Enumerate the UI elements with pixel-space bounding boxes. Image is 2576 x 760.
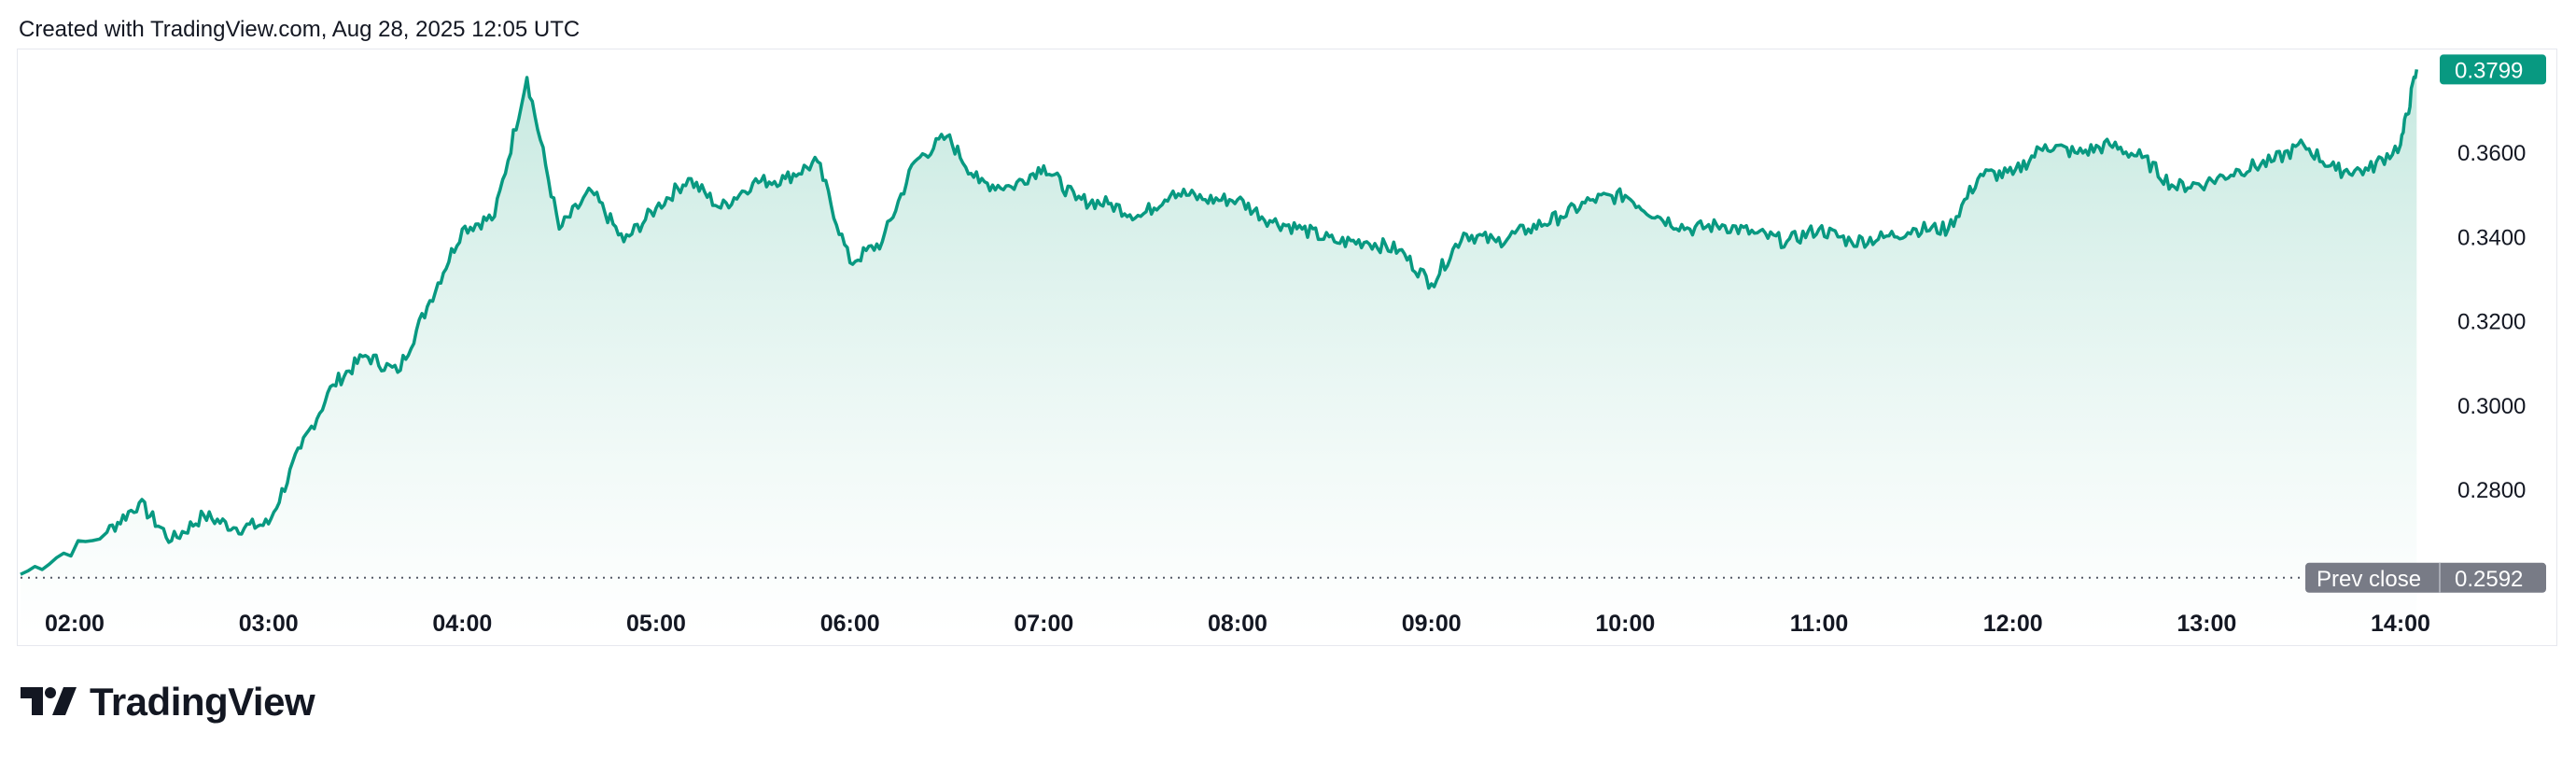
x-tick-label: 07:00 <box>1014 611 1073 637</box>
x-tick-label: 12:00 <box>1983 611 2043 637</box>
price-area-fill <box>21 69 2417 635</box>
tradingview-wordmark: TradingView <box>90 680 315 724</box>
x-tick-label: 02:00 <box>45 611 105 637</box>
x-tick-label: 05:00 <box>626 611 686 637</box>
x-tick-label: 11:00 <box>1790 611 1849 637</box>
chart-caption: Created with TradingView.com, Aug 28, 20… <box>19 17 581 42</box>
y-tick-label: 0.3600 <box>2457 141 2526 166</box>
y-tick-label: 0.3000 <box>2457 394 2526 419</box>
chart-frame <box>17 49 2557 646</box>
y-axis-labels: 0.2800 0.3000 0.3200 0.3400 0.3600 <box>2457 141 2526 503</box>
y-tick-label: 0.3200 <box>2457 310 2526 335</box>
last-price-tag: 0.3799 <box>2440 54 2546 85</box>
x-tick-label: 03:00 <box>239 611 299 637</box>
tradingview-logo-icon <box>21 687 77 715</box>
x-tick-label: 13:00 <box>2177 611 2236 637</box>
x-tick-label: 04:00 <box>432 611 492 637</box>
x-tick-label: 09:00 <box>1402 611 1462 637</box>
last-price-value: 0.3799 <box>2455 58 2523 83</box>
prev-close-tag: Prev close 0.2592 <box>2305 562 2546 593</box>
y-tick-label: 0.3400 <box>2457 225 2526 250</box>
y-tick-label: 0.2800 <box>2457 478 2526 503</box>
x-axis-labels: 02:00 03:00 04:00 05:00 06:00 07:00 08:00 09:00… <box>45 611 2430 637</box>
prev-close-label: Prev close <box>2317 567 2421 592</box>
tradingview-logo: TradingView <box>21 680 315 725</box>
x-tick-label: 14:00 <box>2371 611 2430 637</box>
price-line <box>20 69 2419 576</box>
x-tick-label: 10:00 <box>1595 611 1655 637</box>
x-tick-label: 08:00 <box>1208 611 1267 637</box>
x-tick-label: 06:00 <box>820 611 880 637</box>
prev-close-value: 0.2592 <box>2455 567 2523 592</box>
